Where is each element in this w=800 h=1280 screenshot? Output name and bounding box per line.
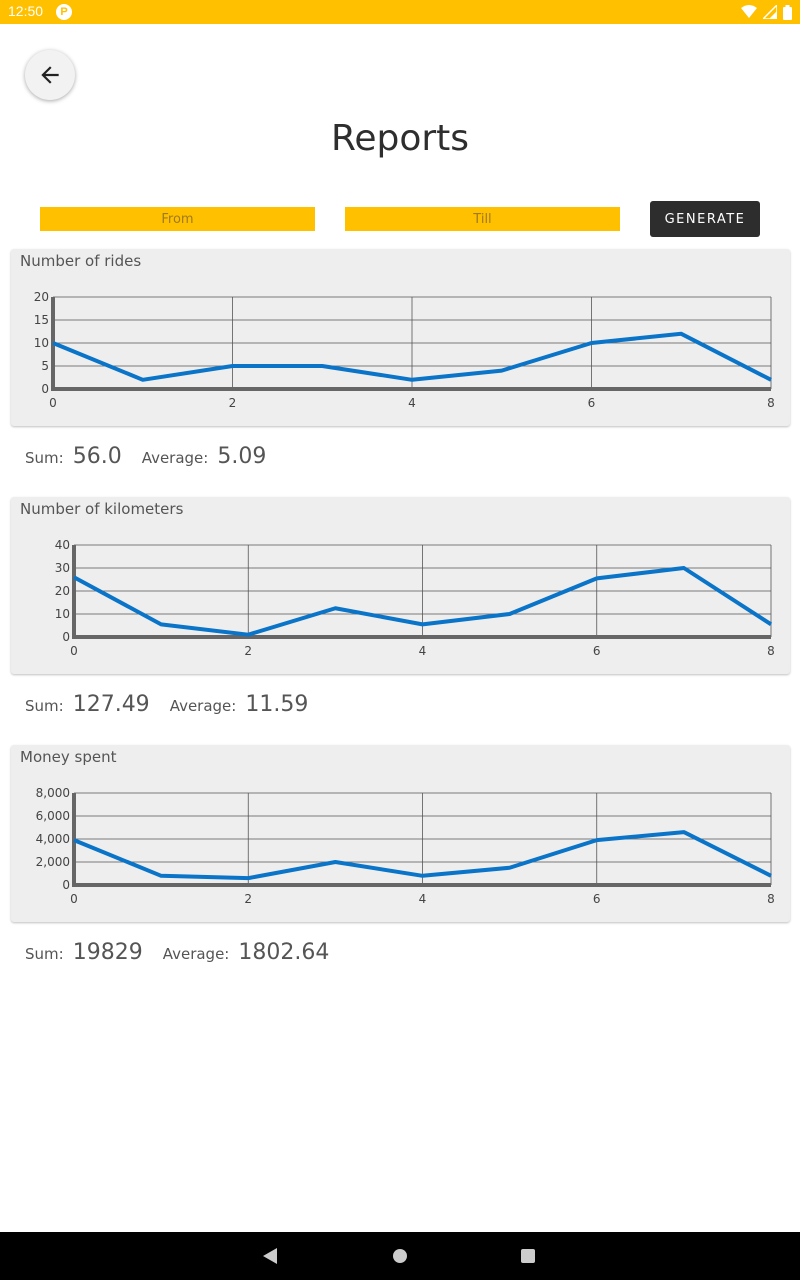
sum-label: Sum: [25,945,64,963]
y-tick-label: 15 [34,313,49,327]
x-tick-label: 0 [49,396,57,410]
signal-icon [763,5,777,19]
y-tick-label: 40 [55,538,70,552]
x-tick-label: 0 [70,892,78,906]
x-tick-label: 4 [419,644,427,658]
y-tick-label: 0 [41,382,49,396]
x-tick-label: 8 [767,892,775,906]
series-line [73,566,773,637]
app-notification-icon: P [56,4,72,20]
y-tick-label: 20 [34,290,49,304]
x-tick-label: 0 [70,644,78,658]
y-tick-label: 5 [41,359,49,373]
sum-value: 127.49 [72,692,150,717]
nav-home-button[interactable] [388,1244,412,1268]
average-label: Average: [141,449,209,467]
y-tick-label: 8,000 [36,786,70,800]
status-bar: 12:50 P [0,0,800,24]
money-chart-card: Money spent 0 2,000 4,000 6,000 8,000 0 2 4 6 8 [11,745,790,922]
x-tick-label: 2 [244,644,252,658]
money-line-chart: 0 2,000 4,000 6,000 8,000 0 2 4 6 8 [36,786,775,906]
money-summary: Sum: 19829 Average: 1802.64 [25,940,329,965]
y-tick-label: 20 [55,584,70,598]
from-date-field[interactable] [40,207,315,231]
x-tick-label: 4 [408,396,416,410]
average-value: 1802.64 [238,940,330,965]
y-tick-label: 10 [55,607,70,621]
x-tick-label: 8 [767,396,775,410]
arrow-left-icon [41,66,59,84]
nav-back-button[interactable] [258,1244,282,1268]
square-recents-icon [521,1249,535,1263]
rides-summary: Sum: 56.0 Average: 5.09 [25,444,266,469]
y-tick-label: 30 [55,561,70,575]
till-date-field[interactable] [345,207,620,231]
y-tick-label: 10 [34,336,49,350]
kilometers-summary: Sum: 127.49 Average: 11.59 [25,692,308,717]
navigation-bar [0,1232,800,1280]
y-tick-label: 0 [62,630,70,644]
chart-title: Number of rides [20,252,142,270]
sum-label: Sum: [25,449,64,467]
chart-title: Number of kilometers [20,500,184,518]
average-label: Average: [162,945,230,963]
y-tick-label: 4,000 [36,832,70,846]
generate-button[interactable]: GENERATE [650,201,760,237]
nav-recents-button[interactable] [516,1244,540,1268]
y-tick-label: 2,000 [36,855,70,869]
circle-home-icon [393,1249,407,1263]
kilometers-chart-card: Number of kilometers 0 10 20 30 40 0 2 4 6 8 [11,497,790,674]
x-tick-label: 8 [767,644,775,658]
sum-value: 56.0 [72,444,122,469]
x-tick-label: 2 [229,396,237,410]
back-button[interactable] [25,50,75,100]
battery-icon [783,4,792,20]
series-line [73,830,772,881]
x-tick-label: 2 [244,892,252,906]
triangle-back-icon [263,1248,277,1264]
x-tick-label: 4 [419,892,427,906]
rides-chart-card: Number of rides 0 5 10 15 20 0 2 4 6 8 [11,249,790,426]
y-tick-label: 0 [62,878,70,892]
page-title: Reports [330,118,470,159]
x-tick-label: 6 [593,892,601,906]
x-tick-label: 6 [588,396,596,410]
kilometers-line-chart: 0 10 20 30 40 0 2 4 6 8 [55,538,775,658]
y-tick-label: 6,000 [36,809,70,823]
average-value: 11.59 [245,692,309,717]
sum-label: Sum: [25,697,64,715]
wifi-icon [741,5,757,18]
series-line [52,331,772,382]
status-time: 12:50 [8,3,44,19]
average-label: Average: [169,697,237,715]
sum-value: 19829 [72,940,143,965]
chart-title: Money spent [20,748,117,766]
status-icons [741,3,792,21]
average-value: 5.09 [217,444,267,469]
rides-line-chart: 0 5 10 15 20 0 2 4 6 8 [34,290,775,410]
x-tick-label: 6 [593,644,601,658]
